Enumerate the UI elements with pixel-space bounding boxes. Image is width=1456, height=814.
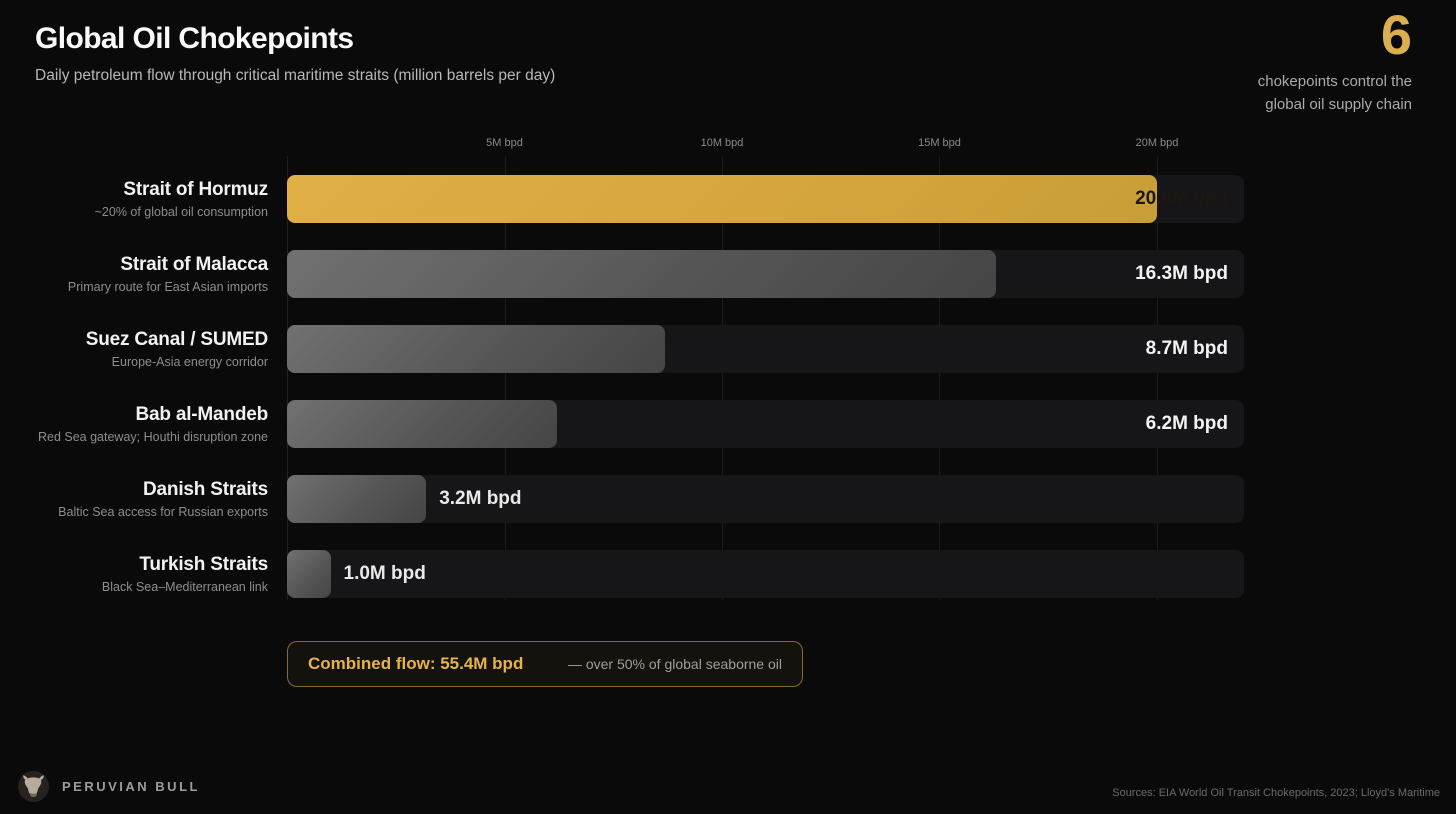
x-axis-labels: 5M bpd 10M bpd 15M bpd 20M bpd — [287, 137, 1244, 151]
stat-number: 6 — [1380, 3, 1412, 66]
row-title: Turkish Straits — [139, 554, 268, 575]
x-axis-tick-label: 5M bpd — [486, 137, 523, 149]
chart-rows: Strait of Hormuz ~20% of global oil cons… — [0, 175, 1456, 625]
chart-row: Strait of Hormuz ~20% of global oil cons… — [0, 175, 1456, 223]
row-label: Strait of Hormuz ~20% of global oil cons… — [0, 175, 269, 223]
bull-icon — [18, 771, 49, 802]
brand-name: PERUVIAN BULL — [62, 779, 200, 794]
page-title: Global Oil Chokepoints — [35, 22, 354, 55]
gridlines — [287, 156, 1244, 600]
row-label: Bab al-Mandeb Red Sea gateway; Houthi di… — [0, 400, 268, 448]
bar — [287, 475, 427, 523]
chart-row: Danish Straits Baltic Sea access for Rus… — [0, 475, 1456, 523]
row-title: Bab al-Mandeb — [135, 404, 268, 425]
bar-track: 3.2M bpd — [287, 475, 1244, 523]
bar-track: 8.7M bpd — [287, 325, 1244, 373]
row-description: ~20% of global oil consumption — [94, 205, 268, 219]
stat-caption: chokepoints control the global oil suppl… — [1257, 72, 1412, 113]
y-axis-line — [287, 156, 288, 600]
chart-row: Turkish Straits Black Sea–Mediterranean … — [0, 550, 1456, 598]
chart-row: Bab al-Mandeb Red Sea gateway; Houthi di… — [0, 400, 1456, 448]
sources-text: Sources: EIA World Oil Transit Chokepoin… — [1112, 787, 1440, 799]
bar-track: 16.3M bpd — [287, 250, 1244, 298]
chart-row: Strait of Malacca Primary route for East… — [0, 250, 1456, 298]
row-description: Europe-Asia energy corridor — [111, 355, 268, 369]
gridline — [1157, 156, 1158, 600]
bar — [287, 400, 557, 448]
x-axis-tick-label: 15M bpd — [918, 137, 961, 149]
bar — [287, 250, 997, 298]
page-subtitle: Daily petroleum flow through critical ma… — [35, 67, 556, 84]
row-title: Strait of Hormuz — [123, 179, 268, 200]
gridline — [939, 156, 941, 600]
row-title: Strait of Malacca — [120, 254, 268, 275]
bar-value-label: 1.0M bpd — [343, 563, 426, 584]
bar-value-label: 16.3M bpd — [1135, 263, 1228, 284]
row-description: Red Sea gateway; Houthi disruption zone — [37, 430, 268, 444]
x-axis-tick-label: 20M bpd — [1135, 137, 1179, 149]
bar-value-label: 20.0M bpd — [1135, 188, 1228, 209]
row-label: Turkish Straits Black Sea–Mediterranean … — [0, 550, 268, 598]
row-label: Danish Straits Baltic Sea access for Rus… — [0, 475, 268, 523]
bar-value-label: 3.2M bpd — [439, 488, 522, 509]
gridline — [504, 156, 506, 600]
row-description: Baltic Sea access for Russian exports — [58, 505, 268, 519]
stat-callout: 6 chokepoints control the global oil sup… — [1222, 3, 1412, 116]
bar — [287, 325, 666, 373]
bar-value-label: 6.2M bpd — [1145, 413, 1228, 434]
brand-logo — [18, 771, 49, 802]
bar-track: 20.0M bpd — [287, 175, 1244, 223]
summary-box: Combined flow: 55.4M bpd — over 50% of g… — [287, 641, 803, 687]
bar — [287, 550, 331, 598]
row-label: Strait of Malacca Primary route for East… — [0, 250, 268, 298]
bar — [287, 175, 1157, 223]
row-title: Suez Canal / SUMED — [85, 329, 268, 350]
bar-track: 6.2M bpd — [287, 400, 1244, 448]
summary-note: — over 50% of global seaborne oil — [567, 656, 782, 672]
row-label: Suez Canal / SUMED Europe-Asia energy co… — [0, 325, 268, 373]
x-axis-tick-label: 10M bpd — [700, 137, 744, 149]
gridline — [722, 156, 723, 600]
bar-value-label: 8.7M bpd — [1145, 338, 1228, 359]
bar-track: 1.0M bpd — [287, 550, 1244, 598]
row-title: Danish Straits — [143, 479, 268, 500]
row-description: Black Sea–Mediterranean link — [101, 580, 268, 594]
row-description: Primary route for East Asian imports — [67, 280, 268, 294]
chart-row: Suez Canal / SUMED Europe-Asia energy co… — [0, 325, 1456, 373]
summary-highlight: Combined flow: 55.4M bpd — [308, 654, 524, 673]
